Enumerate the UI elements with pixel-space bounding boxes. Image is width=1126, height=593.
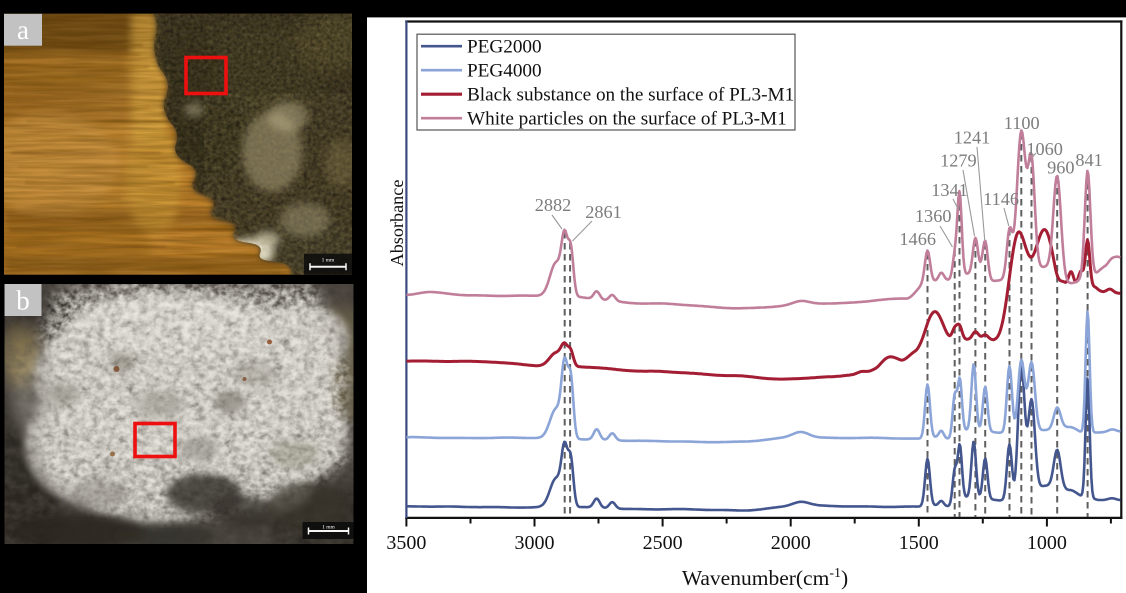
- svg-text:1500: 1500: [899, 532, 939, 554]
- svg-text:1341: 1341: [931, 180, 968, 200]
- svg-text:1100: 1100: [1004, 113, 1040, 133]
- svg-text:960: 960: [1047, 158, 1074, 178]
- svg-text:3500: 3500: [386, 532, 426, 554]
- svg-text:1360: 1360: [915, 206, 952, 226]
- svg-text:b: b: [16, 286, 30, 316]
- svg-text:2861: 2861: [585, 202, 622, 222]
- svg-text:2500: 2500: [643, 532, 683, 554]
- svg-text:1146: 1146: [983, 189, 1019, 209]
- svg-text:1466: 1466: [899, 229, 936, 249]
- svg-text:1 mm: 1 mm: [322, 258, 335, 264]
- svg-text:1241: 1241: [954, 128, 991, 148]
- svg-text:1000: 1000: [1027, 532, 1067, 554]
- svg-text:2000: 2000: [771, 532, 811, 554]
- svg-text:PEG4000: PEG4000: [467, 61, 542, 82]
- svg-text:Black substance on the surface: Black substance on the surface of PL3-M1: [467, 85, 794, 106]
- svg-text:1 mm: 1 mm: [322, 525, 335, 531]
- svg-text:PEG2000: PEG2000: [467, 37, 542, 58]
- svg-text:1060: 1060: [1026, 139, 1063, 159]
- svg-text:3000: 3000: [515, 532, 555, 554]
- svg-text:841: 841: [1075, 150, 1102, 170]
- svg-text:White particles on the surface: White particles on the surface of PL3-M1: [467, 109, 787, 130]
- svg-text:Absorbance: Absorbance: [387, 180, 407, 267]
- svg-text:Wavenumber(cm-1): Wavenumber(cm-1): [682, 566, 848, 590]
- svg-text:1279: 1279: [940, 151, 977, 171]
- svg-text:2882: 2882: [535, 195, 572, 215]
- svg-text:a: a: [17, 15, 29, 45]
